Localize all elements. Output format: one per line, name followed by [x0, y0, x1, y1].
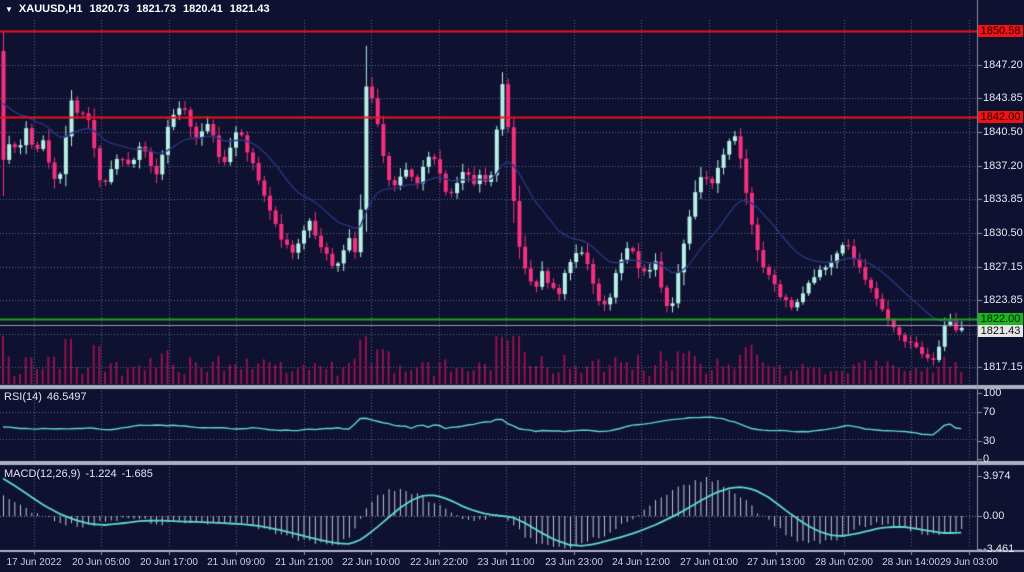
- time-tick-label: 20 Jun 17:00: [140, 557, 198, 568]
- price-tick-label: 1847.20: [983, 59, 1023, 71]
- macd-signal-value: -1.685: [121, 468, 153, 480]
- time-tick-label: 23 Jun 11:00: [477, 557, 535, 568]
- macd-level-label: -3.461: [983, 543, 1015, 555]
- ohlc-open-value: 1820.73: [89, 3, 130, 15]
- rsi-value: 46.5497: [46, 391, 87, 403]
- macd-main-value: -1.224: [85, 468, 117, 480]
- rsi-indicator-label: RSI(14) 46.5497: [4, 391, 87, 403]
- price-tick-label: 1817.15: [983, 361, 1023, 373]
- rsi-level-label: 30: [983, 435, 996, 447]
- price-tick-label: 1837.20: [983, 160, 1023, 172]
- time-tick-label: 29 Jun 03:00: [940, 557, 998, 568]
- time-tick-label: 24 Jun 12:00: [612, 557, 670, 568]
- price-line-badge: 1850.58: [978, 25, 1023, 37]
- time-tick-label: 27 Jun 01:00: [680, 557, 738, 568]
- time-tick-label: 21 Jun 09:00: [207, 557, 265, 568]
- price-line-badge: 1842.00: [978, 111, 1023, 123]
- time-tick-label: 20 Jun 05:00: [72, 557, 130, 568]
- time-tick-label: 21 Jun 21:00: [275, 557, 333, 568]
- macd-level-label: 3.974: [983, 470, 1011, 482]
- current-price-badge: 1821.43: [978, 325, 1023, 337]
- price-tick-label: 1840.50: [983, 126, 1023, 138]
- ohlc-high-value: 1821.73: [136, 3, 177, 15]
- time-tick-label: 22 Jun 10:00: [342, 557, 400, 568]
- ohlc-low-value: 1820.41: [183, 3, 223, 15]
- symbol-timeframe-label: XAUUSD,H1: [18, 3, 83, 15]
- price-tick-label: 1827.15: [983, 261, 1023, 273]
- time-tick-label: 27 Jun 13:00: [747, 557, 805, 568]
- macd-level-label: 0.00: [983, 510, 1005, 522]
- chart-title: ▼ XAUUSD,H1 1820.73 1821.73 1820.41 1821.43: [5, 3, 270, 15]
- time-tick-label: 28 Jun 14:00: [882, 557, 940, 568]
- time-tick-label: 23 Jun 23:00: [545, 557, 603, 568]
- dropdown-arrow-icon[interactable]: ▼: [5, 5, 13, 14]
- price-tick-label: 1843.85: [983, 92, 1023, 104]
- price-tick-label: 1833.85: [983, 193, 1023, 205]
- rsi-name: RSI(14): [4, 391, 42, 403]
- time-tick-label: 28 Jun 02:00: [815, 557, 873, 568]
- time-tick-label: 17 Jun 2022: [6, 557, 62, 568]
- macd-indicator-label: MACD(12,26,9) -1.224 -1.685: [4, 468, 153, 480]
- ohlc-close-value: 1821.43: [229, 3, 270, 15]
- price-tick-label: 1830.50: [983, 227, 1023, 239]
- rsi-level-label: 70: [983, 406, 996, 418]
- rsi-level-label: 0: [983, 453, 990, 465]
- macd-name: MACD(12,26,9): [4, 468, 81, 480]
- price-tick-label: 1823.85: [983, 294, 1023, 306]
- rsi-level-label: 100: [983, 387, 1002, 399]
- time-tick-label: 22 Jun 22:00: [410, 557, 468, 568]
- price-line-badge: 1822.00: [978, 313, 1023, 325]
